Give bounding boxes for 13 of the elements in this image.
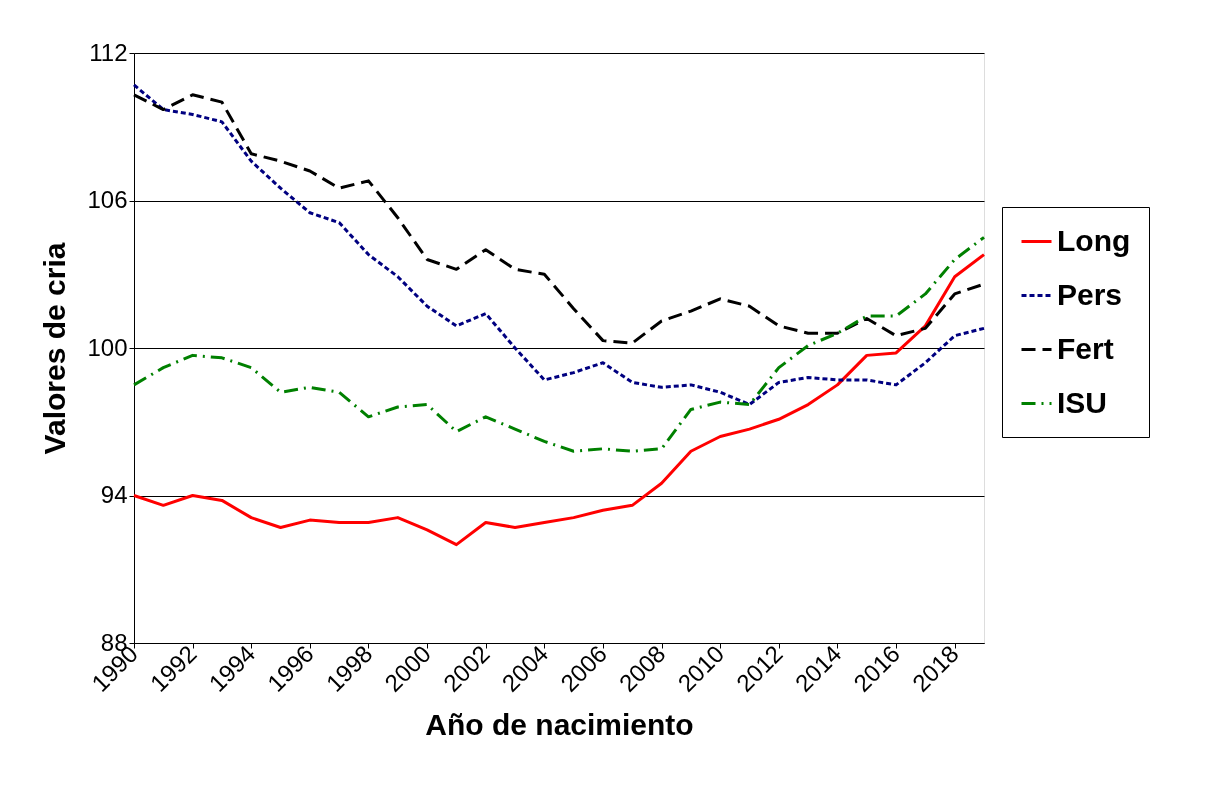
legend-label: Long [1057, 223, 1131, 257]
line-series [132, 83, 986, 407]
line-series [132, 253, 986, 547]
legend-label: Fert [1057, 331, 1114, 365]
line-series [132, 235, 986, 453]
legend-label: ISU [1057, 385, 1108, 419]
x-axis-title: Año de nacimiento [425, 707, 694, 741]
y-tick-label: 106 [87, 186, 128, 213]
legend-label: Pers [1057, 277, 1123, 311]
y-axis-title: Valores de cria [38, 242, 72, 455]
y-tick-label: 100 [87, 333, 128, 361]
y-tick-label: 112 [89, 38, 128, 66]
y-tick-label: 94 [100, 481, 128, 508]
